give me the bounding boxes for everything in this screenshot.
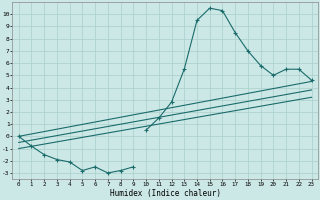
- X-axis label: Humidex (Indice chaleur): Humidex (Indice chaleur): [110, 189, 220, 198]
